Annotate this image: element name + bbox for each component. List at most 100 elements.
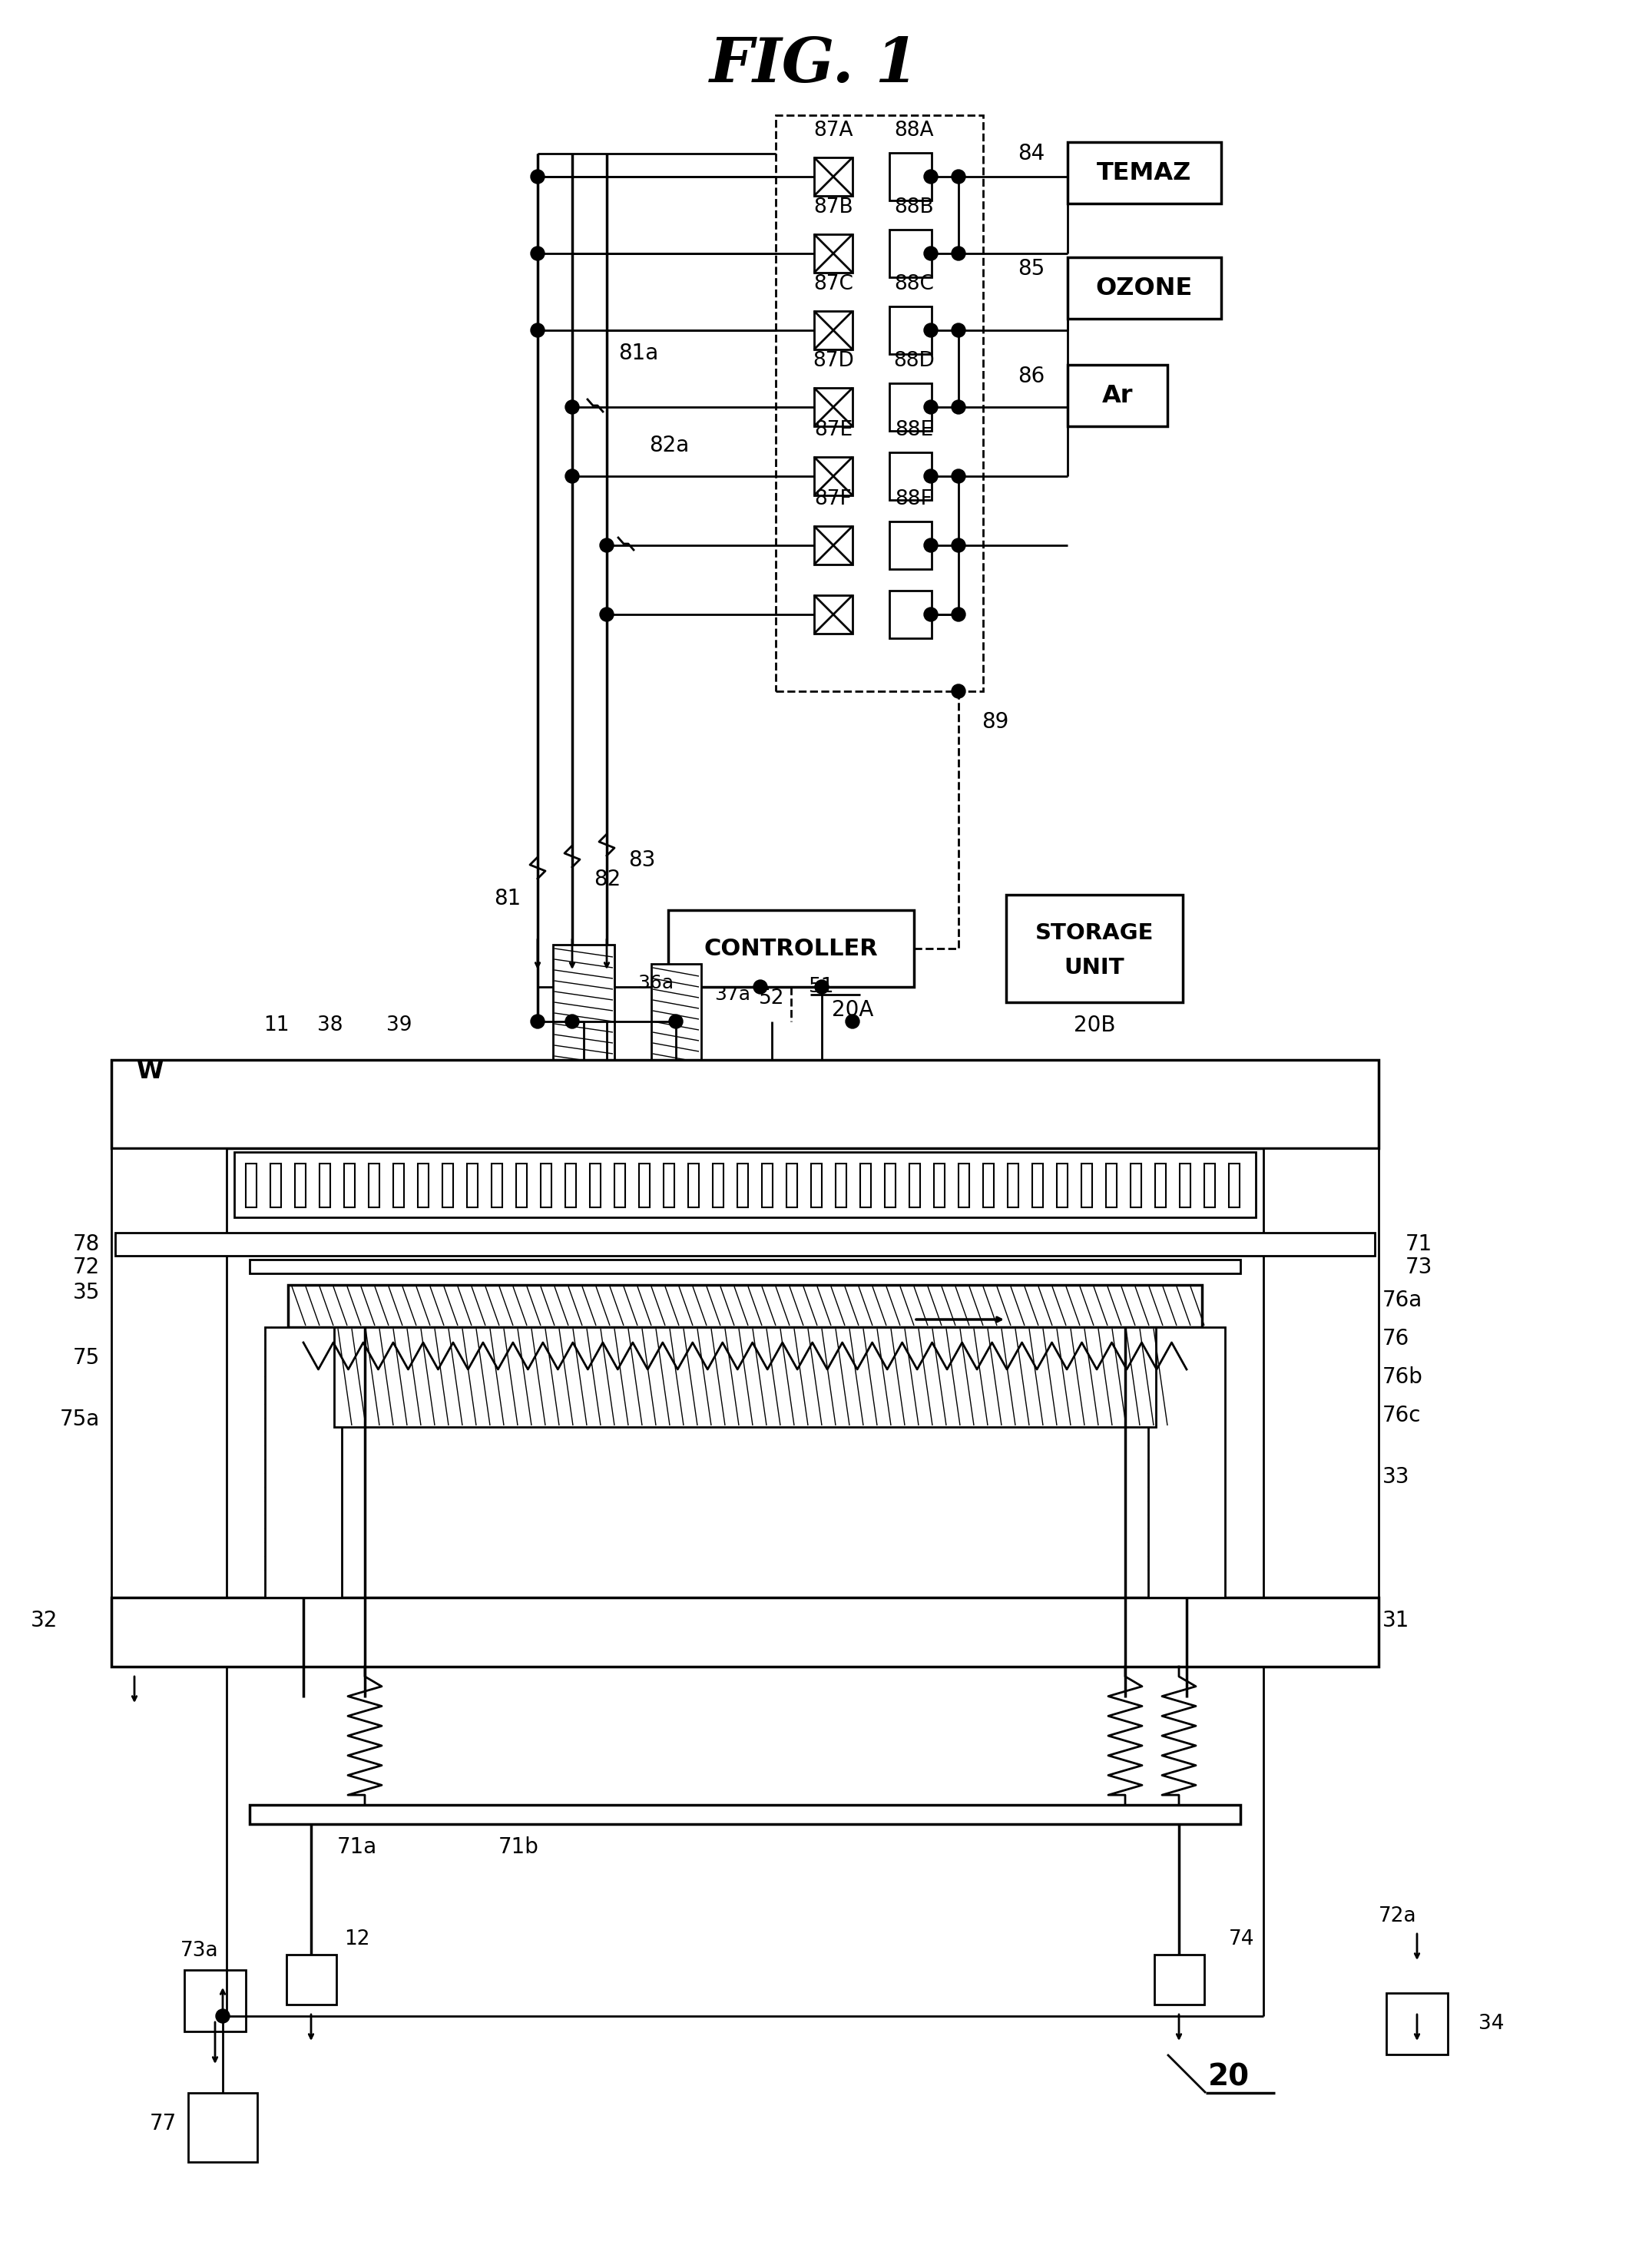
Bar xyxy=(468,1163,477,1207)
Circle shape xyxy=(531,324,544,338)
Bar xyxy=(814,526,852,565)
Bar xyxy=(1082,1163,1091,1207)
Bar xyxy=(1008,1163,1018,1207)
Bar xyxy=(368,1163,380,1207)
Text: 76a: 76a xyxy=(1383,1290,1422,1311)
Bar xyxy=(814,388,852,426)
Text: 85: 85 xyxy=(1018,259,1044,279)
Bar xyxy=(111,1148,226,1597)
Bar xyxy=(288,1286,1202,1327)
Text: 87D: 87D xyxy=(813,352,854,372)
Bar xyxy=(639,1163,650,1207)
Bar xyxy=(811,1163,821,1207)
Bar xyxy=(552,946,614,1059)
Text: 87B: 87B xyxy=(813,197,854,218)
Text: 12: 12 xyxy=(344,1930,370,1948)
Circle shape xyxy=(599,538,614,551)
Bar xyxy=(393,1163,404,1207)
Bar xyxy=(889,522,932,569)
Circle shape xyxy=(565,1014,578,1027)
Bar xyxy=(668,909,914,987)
Circle shape xyxy=(565,399,578,415)
Bar xyxy=(762,1163,772,1207)
Text: 83: 83 xyxy=(629,850,655,871)
Bar xyxy=(909,1163,920,1207)
Circle shape xyxy=(951,399,966,415)
Text: STORAGE: STORAGE xyxy=(1034,923,1153,943)
Bar xyxy=(889,383,932,431)
Text: 72: 72 xyxy=(73,1256,99,1277)
Bar xyxy=(1033,1163,1043,1207)
Circle shape xyxy=(531,1014,544,1027)
Bar xyxy=(249,1259,1240,1272)
Bar xyxy=(889,451,932,499)
Text: 71b: 71b xyxy=(498,1837,539,1857)
Bar xyxy=(1228,1163,1240,1207)
Circle shape xyxy=(924,608,938,621)
Text: 20A: 20A xyxy=(832,1000,873,1021)
Text: 52: 52 xyxy=(759,989,785,1009)
Circle shape xyxy=(531,247,544,261)
Bar xyxy=(814,456,852,494)
Text: 76: 76 xyxy=(1383,1329,1409,1349)
Bar xyxy=(344,1163,355,1207)
Circle shape xyxy=(754,980,767,993)
Bar xyxy=(111,1597,1378,1667)
Bar xyxy=(652,964,700,1059)
Text: 34: 34 xyxy=(1479,2014,1504,2034)
Bar xyxy=(319,1163,331,1207)
Bar xyxy=(1179,1163,1191,1207)
Text: 73: 73 xyxy=(1406,1256,1432,1277)
Text: 35: 35 xyxy=(73,1281,99,1304)
Text: 32: 32 xyxy=(31,1610,57,1631)
Bar xyxy=(775,116,982,692)
Text: 86: 86 xyxy=(1018,365,1044,388)
Bar xyxy=(246,1163,256,1207)
Bar xyxy=(295,1163,306,1207)
Bar xyxy=(1155,1955,1204,2005)
Bar xyxy=(443,1163,453,1207)
Text: 75: 75 xyxy=(73,1347,99,1368)
Bar xyxy=(1204,1163,1215,1207)
Text: 81: 81 xyxy=(494,887,521,909)
Bar xyxy=(787,1163,797,1207)
Bar xyxy=(885,1163,896,1207)
Text: 71: 71 xyxy=(1406,1234,1432,1254)
Bar xyxy=(249,1805,1240,1823)
Bar xyxy=(184,1971,246,2032)
Text: 73a: 73a xyxy=(181,1941,218,1962)
Bar xyxy=(1007,896,1183,1002)
Bar xyxy=(1067,256,1222,320)
Text: 11: 11 xyxy=(264,1016,290,1034)
Text: 88C: 88C xyxy=(894,274,933,295)
Text: 88E: 88E xyxy=(894,420,933,440)
Bar xyxy=(1057,1163,1067,1207)
Text: 33: 33 xyxy=(1383,1465,1409,1488)
Bar xyxy=(982,1163,994,1207)
Bar xyxy=(663,1163,674,1207)
Text: 31: 31 xyxy=(1383,1610,1409,1631)
Text: 89: 89 xyxy=(982,712,1008,733)
Text: 20B: 20B xyxy=(1074,1014,1116,1036)
Bar xyxy=(889,152,932,200)
Circle shape xyxy=(670,1014,683,1027)
Circle shape xyxy=(924,399,938,415)
Bar xyxy=(1106,1163,1117,1207)
Circle shape xyxy=(599,608,614,621)
Bar xyxy=(1386,1994,1448,2055)
Text: UNIT: UNIT xyxy=(1064,957,1124,978)
Circle shape xyxy=(951,469,966,483)
Circle shape xyxy=(845,1014,860,1027)
Bar xyxy=(590,1163,601,1207)
Bar xyxy=(287,1955,337,2005)
Bar xyxy=(738,1163,748,1207)
Text: 72a: 72a xyxy=(1378,1907,1417,1926)
Text: OZONE: OZONE xyxy=(1096,277,1192,299)
Text: 88D: 88D xyxy=(893,352,935,372)
Text: 87C: 87C xyxy=(813,274,854,295)
Bar xyxy=(889,229,932,277)
Bar xyxy=(814,156,852,195)
Bar xyxy=(116,1234,1375,1256)
Text: 51: 51 xyxy=(810,978,834,998)
Text: 38: 38 xyxy=(318,1016,344,1034)
